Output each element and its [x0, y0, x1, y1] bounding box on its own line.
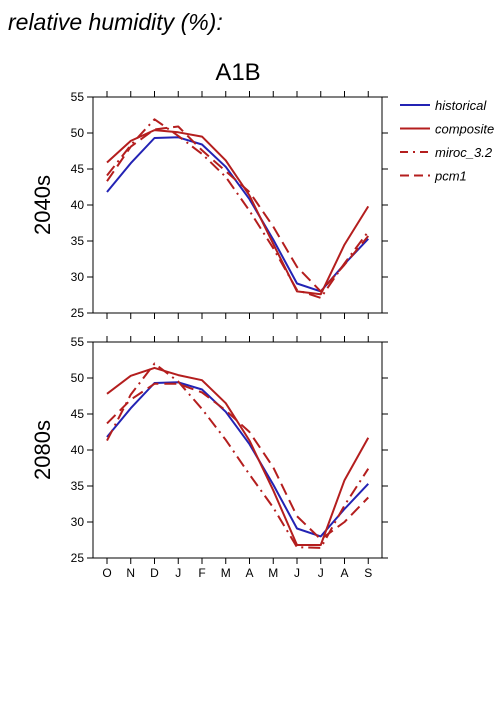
panel-label-2080s: 2080s: [30, 420, 55, 480]
legend-label: composite: [435, 122, 494, 137]
figure-header: relative humidity (%):: [8, 9, 223, 35]
series-line-miroc-3-2: [106, 362, 370, 549]
x-tick-label: J: [294, 566, 300, 580]
legend-label: miroc_3.2: [435, 145, 493, 160]
x-tick-label: M: [268, 566, 278, 580]
y-tick-label: 25: [71, 306, 85, 320]
panel-2040s: 25 30 35 40 45 50 55 2040s: [30, 90, 388, 320]
y-tick-label: 25: [71, 551, 85, 565]
y-tick-label: 45: [71, 162, 85, 176]
series-line-miroc-3-2: [106, 118, 370, 299]
x-tick-label: J: [175, 566, 181, 580]
legend: historical composite miroc_3.2 pcm1: [400, 98, 494, 184]
x-tick-label: A: [245, 566, 253, 580]
y-tick-label: 30: [71, 515, 85, 529]
x-tick-label: S: [364, 566, 372, 580]
series-line-pcm1: [106, 125, 370, 293]
series-line-composite: [106, 129, 370, 296]
panel-label-2040s: 2040s: [30, 175, 55, 235]
plot-frame: [92, 96, 383, 314]
x-tick-label: J: [318, 566, 324, 580]
y-tick-label: 40: [71, 443, 85, 457]
legend-label: pcm1: [434, 169, 467, 184]
x-tick-label: A: [340, 566, 348, 580]
y-tick-label: 50: [71, 126, 85, 140]
y-tick-label: 35: [71, 234, 85, 248]
y-tick-label: 45: [71, 407, 85, 421]
y-tick-label: 55: [71, 335, 85, 349]
scenario-title: A1B: [215, 59, 260, 86]
y-tick-label: 30: [71, 270, 85, 284]
x-tick-label: N: [126, 566, 135, 580]
y-tick-label: 50: [71, 371, 85, 385]
legend-label: historical: [435, 98, 487, 113]
series-line-historical: [106, 136, 369, 293]
x-tick-label: M: [221, 566, 231, 580]
series-line-historical: [106, 381, 369, 538]
x-tick-label: O: [102, 566, 111, 580]
y-tick-label: 40: [71, 198, 85, 212]
y-tick-label: 35: [71, 479, 85, 493]
x-tick-label: D: [150, 566, 159, 580]
series-line-pcm1: [106, 382, 369, 541]
x-tick-label: F: [198, 566, 205, 580]
y-tick-label: 55: [71, 90, 85, 104]
